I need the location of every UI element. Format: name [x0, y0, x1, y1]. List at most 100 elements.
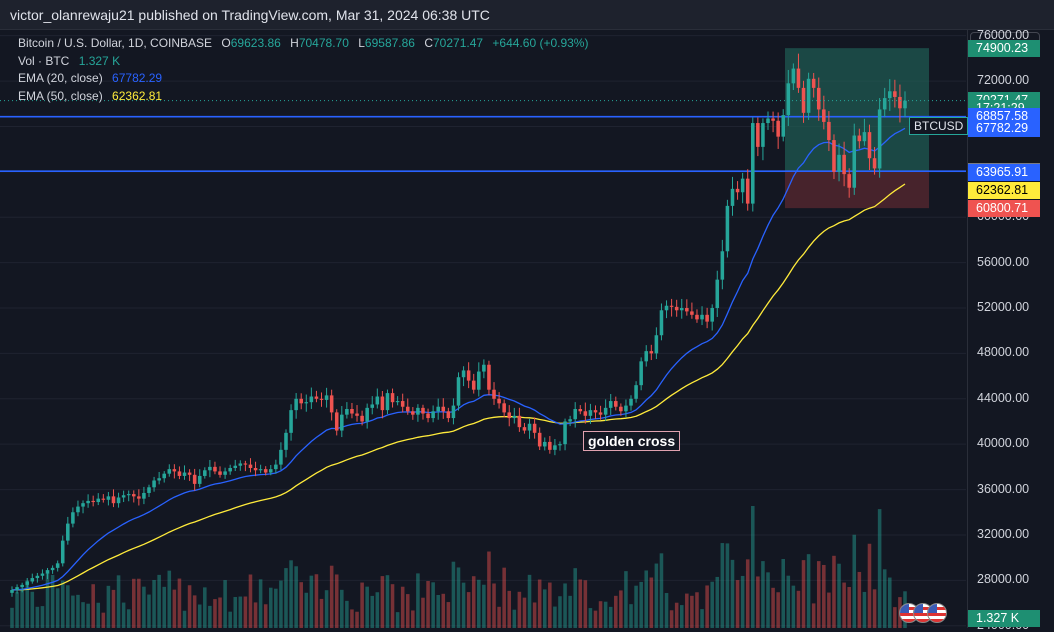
- candle-body: [329, 395, 334, 413]
- candle-body: [258, 469, 263, 471]
- candle-body: [334, 412, 339, 431]
- volume-bar: [456, 567, 461, 628]
- volume-bar: [766, 572, 770, 628]
- volume-bar: [172, 589, 177, 628]
- golden-cross-annotation[interactable]: golden cross: [583, 431, 681, 451]
- candle-body: [137, 496, 141, 499]
- candle-body: [142, 492, 146, 499]
- volume-bar: [578, 579, 583, 628]
- volume-bar: [86, 603, 90, 628]
- volume-bar: [603, 601, 608, 628]
- volume-bar: [395, 612, 400, 628]
- volume-bar: [674, 602, 679, 628]
- candle-body: [553, 445, 557, 450]
- volume-bar: [695, 592, 699, 628]
- long-position-box: [785, 48, 929, 209]
- volume-bar: [634, 585, 638, 628]
- volume-bar: [142, 586, 146, 628]
- volume-bar: [512, 609, 517, 628]
- candle-body: [218, 471, 222, 475]
- volume-bar: [91, 584, 95, 628]
- candle-body: [578, 408, 583, 412]
- low-label: L: [358, 36, 365, 50]
- volume-bar: [106, 585, 111, 628]
- candle-body: [446, 411, 451, 419]
- volume-bar: [791, 585, 796, 628]
- volume-bar: [329, 565, 334, 628]
- event-flags[interactable]: [899, 603, 947, 623]
- price-label: 62362.81: [968, 181, 1040, 199]
- ema20-line: [11, 127, 906, 591]
- volume-bar: [502, 567, 506, 628]
- candle-body: [608, 401, 613, 408]
- volume-bar: [289, 560, 293, 628]
- volume-bar: [745, 559, 750, 628]
- candle-body: [152, 480, 156, 488]
- candle-body: [238, 463, 243, 466]
- candle-body: [380, 396, 385, 411]
- volume-bar: [522, 597, 527, 628]
- volume-bar: [654, 563, 659, 628]
- ema20-label[interactable]: EMA (20, close): [18, 71, 103, 85]
- volume-bar: [811, 603, 816, 628]
- candle-body: [786, 83, 791, 116]
- profit-zone: [785, 48, 929, 172]
- candle-body: [345, 408, 349, 415]
- open-label: O: [221, 36, 231, 50]
- candle-body: [527, 423, 532, 431]
- candle-body: [522, 427, 527, 431]
- volume-axis-label: 1.327 K: [968, 610, 1040, 627]
- candle-body: [629, 398, 633, 406]
- symbol-title[interactable]: Bitcoin / U.S. Dollar, 1D, COINBASE: [18, 36, 213, 50]
- volume-bar: [852, 534, 857, 628]
- volume-bar: [370, 595, 375, 628]
- volume-bar: [40, 606, 45, 628]
- candle-body: [426, 413, 430, 419]
- candle-body: [568, 419, 572, 422]
- volume-bar: [152, 579, 156, 628]
- volume-bar: [725, 543, 730, 628]
- us-flag-icon[interactable]: [927, 603, 947, 623]
- volume-bar: [487, 551, 491, 628]
- price-tick-label: 76000.00: [977, 27, 1030, 42]
- candle-body: [766, 118, 770, 124]
- candle-body: [101, 498, 106, 500]
- volume-bar: [360, 582, 364, 628]
- volume-label[interactable]: Vol · BTC: [18, 53, 70, 68]
- volume-bar: [385, 575, 390, 628]
- volume-bar: [527, 574, 532, 628]
- volume-bar: [685, 593, 689, 628]
- candle-body: [791, 68, 796, 84]
- volume-bar: [700, 609, 704, 628]
- candle-body: [477, 371, 481, 390]
- volume-bar: [147, 594, 151, 628]
- volume-bar: [157, 574, 161, 628]
- volume-bar: [203, 587, 207, 628]
- volume-bar: [66, 585, 70, 628]
- candle-body: [664, 305, 669, 311]
- candle-body: [456, 377, 461, 406]
- candle-body: [253, 468, 258, 471]
- volume-bar: [679, 605, 684, 628]
- candle-body: [471, 380, 476, 390]
- candle-body: [106, 496, 111, 500]
- volume-bar: [669, 610, 674, 628]
- volume-bar: [416, 573, 420, 628]
- candle-body: [223, 471, 227, 475]
- price-label: 74900.23: [968, 39, 1040, 57]
- low-value: 69587.86: [364, 36, 415, 50]
- volume-bar: [223, 580, 227, 628]
- ema50-label[interactable]: EMA (50, close): [18, 88, 103, 103]
- candle-body: [390, 393, 395, 403]
- candle-body: [761, 123, 765, 147]
- close-label: C: [424, 36, 433, 50]
- volume-bar: [558, 596, 562, 628]
- volume-bar: [263, 604, 268, 628]
- high-label: H: [290, 36, 299, 50]
- candle-body: [421, 407, 425, 414]
- price-tick-label: 48000.00: [977, 345, 1030, 360]
- candle-body: [441, 406, 446, 412]
- candle-body: [583, 411, 588, 416]
- volume-bar: [659, 553, 664, 628]
